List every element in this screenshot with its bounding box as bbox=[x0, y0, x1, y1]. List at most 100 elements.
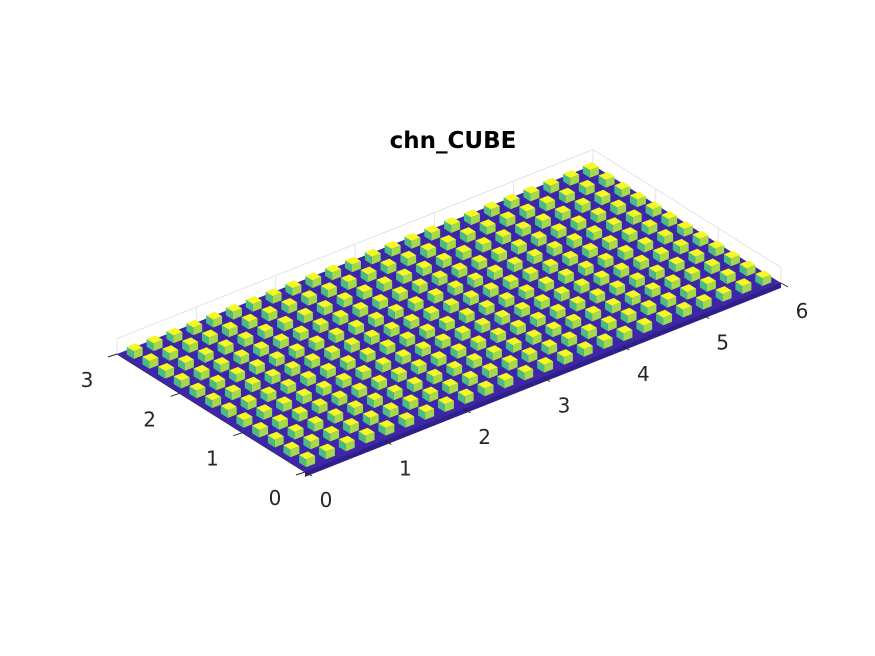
cube-top-face bbox=[637, 236, 654, 245]
cube-top-face bbox=[386, 384, 403, 393]
cube-top-face bbox=[316, 300, 333, 308]
cube-side-face bbox=[657, 232, 665, 245]
cube-front-face bbox=[607, 320, 617, 332]
cube bbox=[604, 297, 621, 314]
x-tick-mark bbox=[463, 408, 471, 414]
cube-side-face bbox=[556, 352, 564, 365]
cube-side-face bbox=[517, 368, 525, 381]
cube bbox=[539, 195, 556, 212]
cube-top-face bbox=[406, 376, 423, 385]
cube-top-face bbox=[645, 201, 662, 210]
cube-front-face bbox=[612, 302, 621, 314]
cube-side-face bbox=[285, 283, 293, 296]
cube-front-face bbox=[429, 390, 439, 403]
cube-side-face bbox=[236, 415, 244, 428]
cube-top-face bbox=[378, 420, 395, 428]
cube bbox=[641, 219, 658, 235]
cube bbox=[533, 294, 550, 310]
cube-front-face bbox=[462, 249, 472, 261]
cube bbox=[490, 327, 507, 344]
cube-side-face bbox=[475, 240, 483, 253]
cube bbox=[201, 329, 218, 346]
cube-side-face bbox=[390, 370, 398, 383]
cube-top-face bbox=[467, 272, 484, 281]
cube bbox=[380, 258, 397, 275]
cube bbox=[661, 211, 678, 227]
cube-front-face bbox=[637, 196, 646, 208]
cube-top-face bbox=[525, 329, 542, 338]
cube-front-face bbox=[550, 182, 560, 194]
cube-top-face bbox=[305, 272, 322, 281]
cube-front-face bbox=[580, 282, 590, 294]
cube-front-face bbox=[508, 359, 518, 371]
cube-side-face bbox=[233, 352, 241, 365]
cube bbox=[515, 221, 532, 237]
cube bbox=[589, 288, 606, 304]
cube-front-face bbox=[546, 200, 556, 212]
cube-front-face bbox=[228, 326, 238, 338]
cube-side-face bbox=[189, 386, 197, 399]
cube-top-face bbox=[676, 221, 693, 230]
cube-front-face bbox=[621, 186, 631, 198]
cube-front-face bbox=[359, 306, 369, 318]
cube-top-face bbox=[173, 372, 190, 381]
cube bbox=[719, 268, 736, 284]
cube-top-face bbox=[542, 258, 559, 267]
cube-top-face bbox=[384, 240, 401, 249]
cube-top-face bbox=[221, 321, 238, 330]
cube-side-face bbox=[585, 309, 593, 322]
cube bbox=[284, 361, 301, 377]
cube-side-face bbox=[318, 447, 326, 460]
cube-top-face bbox=[629, 191, 646, 200]
cube-top-face bbox=[213, 357, 230, 365]
cube-front-face bbox=[358, 387, 368, 399]
cube-side-face bbox=[644, 285, 652, 298]
cube-side-face bbox=[186, 323, 194, 336]
cube-front-face bbox=[413, 381, 423, 393]
cube-top-face bbox=[609, 280, 626, 289]
cube-front-face bbox=[330, 430, 340, 442]
cube-front-face bbox=[762, 274, 772, 286]
cube-side-face bbox=[158, 366, 166, 379]
cube-front-face bbox=[272, 292, 282, 304]
cube-side-face bbox=[539, 199, 547, 212]
cube bbox=[458, 307, 475, 324]
cube bbox=[236, 412, 253, 428]
cube-top-face bbox=[285, 280, 302, 289]
cube bbox=[491, 246, 508, 263]
cube-front-face bbox=[343, 296, 353, 308]
cube-top-face bbox=[284, 361, 301, 369]
cube-front-face bbox=[345, 440, 355, 452]
cube-side-face bbox=[271, 417, 279, 430]
cube bbox=[699, 276, 716, 292]
cube bbox=[240, 394, 257, 411]
cube-front-face bbox=[474, 276, 484, 288]
y-tick-mark bbox=[233, 432, 243, 437]
cube bbox=[624, 290, 641, 306]
cube-front-face bbox=[489, 286, 499, 298]
cube-top-face bbox=[661, 211, 678, 220]
cube-top-face bbox=[328, 327, 345, 336]
cube bbox=[173, 372, 190, 389]
cube bbox=[442, 378, 459, 395]
cube-top-face bbox=[550, 223, 567, 232]
cube bbox=[245, 296, 262, 312]
cube bbox=[454, 325, 471, 342]
cube-top-face bbox=[382, 402, 399, 411]
cube bbox=[495, 229, 512, 245]
cube bbox=[616, 325, 633, 342]
cube bbox=[423, 305, 440, 322]
cube-top-face bbox=[396, 268, 413, 277]
cube bbox=[300, 370, 317, 387]
cube bbox=[605, 217, 622, 233]
cube-side-face bbox=[162, 348, 170, 361]
cube-front-face bbox=[383, 280, 393, 292]
cube-top-face bbox=[438, 315, 455, 324]
y-tick-label: 2 bbox=[143, 407, 156, 431]
cube-front-face bbox=[648, 223, 658, 235]
cube-side-face bbox=[384, 244, 392, 257]
cube-side-face bbox=[419, 327, 427, 340]
cube bbox=[509, 319, 526, 336]
cube-top-face bbox=[549, 303, 566, 312]
cube bbox=[281, 298, 298, 314]
